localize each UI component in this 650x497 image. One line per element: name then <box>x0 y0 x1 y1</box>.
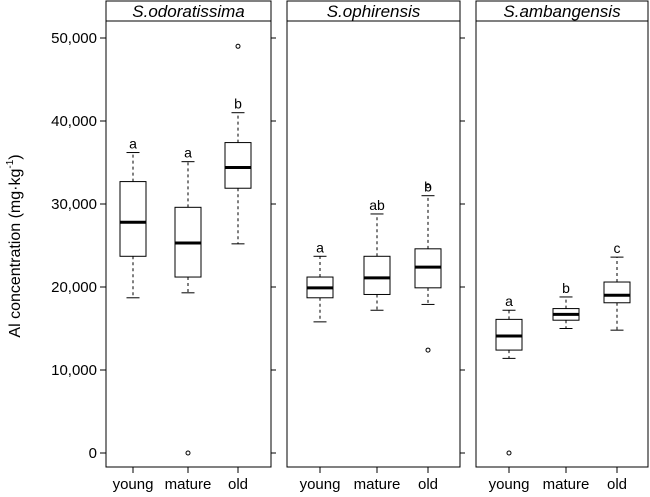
outlier-point <box>185 450 191 456</box>
x-tick-label: young <box>300 476 341 492</box>
box-mature <box>363 255 391 295</box>
panel-title-2: S.ophirensis <box>327 2 421 21</box>
y-tick-label: 40,000 <box>51 113 97 130</box>
y-tick-label: 20,000 <box>51 279 97 296</box>
outlier-point <box>425 347 431 353</box>
panel-frame-3 <box>475 20 649 468</box>
x-tick-label: mature <box>165 476 212 492</box>
y-tick-label: 0 <box>89 445 97 462</box>
y-tick-label: 30,000 <box>51 196 97 213</box>
panel-title-3: S.ambangensis <box>503 2 621 21</box>
outlier-point <box>425 183 431 189</box>
y-axis-label-superscript: -1 <box>5 159 16 168</box>
outlier-point <box>235 43 241 49</box>
significance-letter: b <box>234 96 242 112</box>
x-tick-label: old <box>607 476 627 492</box>
x-tick-label: young <box>113 476 154 492</box>
significance-letter: b <box>562 280 570 296</box>
significance-letter: ab <box>369 197 385 213</box>
significance-letter: a <box>505 293 513 309</box>
significance-letter: c <box>614 240 621 256</box>
outlier-point <box>506 450 512 456</box>
y-axis-label-close: ) <box>7 154 24 159</box>
y-tick-label: 10,000 <box>51 362 97 379</box>
box-young <box>119 181 147 257</box>
x-tick-label: old <box>228 476 248 492</box>
x-tick-label: mature <box>543 476 590 492</box>
significance-letter: b <box>424 179 432 195</box>
x-tick-label: mature <box>354 476 401 492</box>
x-tick-label: young <box>489 476 530 492</box>
x-tick-label: old <box>418 476 438 492</box>
y-axis-label-main: Al concentration (mg·kg <box>7 169 24 338</box>
panel-title-1: S.odoratissima <box>132 2 244 21</box>
box-old <box>224 142 252 189</box>
significance-letter: a <box>129 136 137 152</box>
panel-frame-2 <box>286 20 461 468</box>
y-axis-label: Al concentration (mg·kg-1) <box>5 154 24 337</box>
y-tick-label: 50,000 <box>51 30 97 47</box>
significance-letter: a <box>316 239 324 255</box>
box-old <box>603 281 631 304</box>
significance-letter: a <box>184 145 192 161</box>
